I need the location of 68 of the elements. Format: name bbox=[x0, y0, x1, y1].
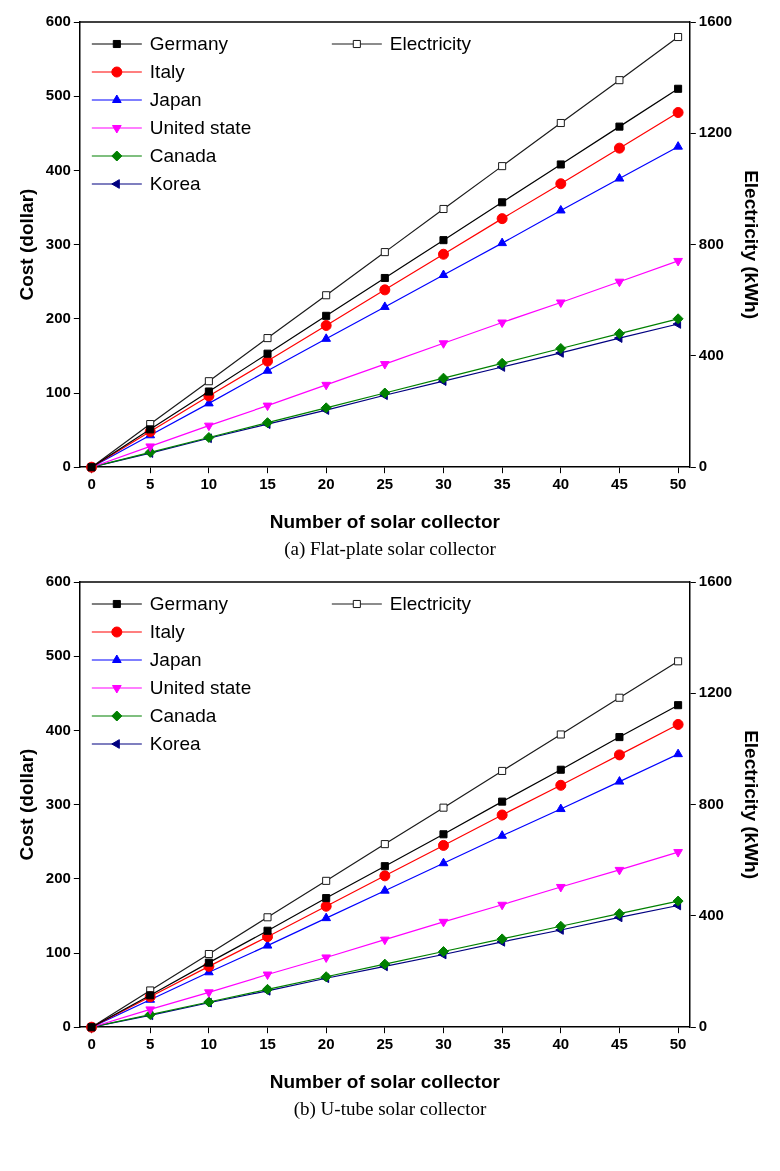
y2-tick-label: 0 bbox=[698, 1017, 708, 1035]
x-tick-label: 45 bbox=[611, 475, 628, 493]
legend-label: Canada bbox=[149, 145, 217, 167]
x-tick-label: 20 bbox=[317, 475, 335, 493]
legend-label: United state bbox=[149, 677, 252, 699]
y-tick-label: 100 bbox=[45, 943, 71, 961]
legend-label: Germany bbox=[149, 593, 229, 615]
legend-label: Electricity bbox=[389, 593, 472, 615]
x-tick-label: 30 bbox=[435, 1035, 452, 1053]
y-tick-label: 500 bbox=[45, 646, 71, 664]
legend-label: Korea bbox=[149, 173, 201, 195]
y-tick-label: 400 bbox=[45, 720, 71, 738]
legend-label: Italy bbox=[149, 621, 186, 643]
y2-tick-label: 400 bbox=[698, 906, 724, 924]
x-tick-label: 35 bbox=[493, 475, 511, 493]
y-tick-label: 200 bbox=[45, 868, 71, 886]
y-tick-label: 300 bbox=[45, 794, 71, 812]
legend-label: Italy bbox=[149, 61, 186, 83]
legend-label: Japan bbox=[149, 89, 202, 111]
y2-axis-title: Electricity (kWh) bbox=[741, 730, 763, 880]
x-tick-label: 35 bbox=[493, 1035, 511, 1053]
y2-tick-label: 1200 bbox=[698, 683, 733, 701]
y2-axis-title: Electricity (kWh) bbox=[741, 170, 763, 320]
y-axis-title: Cost (dollar) bbox=[15, 748, 37, 861]
x-tick-label: 15 bbox=[259, 1035, 276, 1053]
y-tick-label: 0 bbox=[62, 1017, 71, 1035]
x-tick-label: 25 bbox=[376, 1035, 394, 1053]
y-tick-label: 200 bbox=[45, 308, 71, 326]
y2-tick-label: 1600 bbox=[698, 572, 733, 590]
y-axis-title: Cost (dollar) bbox=[15, 188, 37, 301]
legend-label: Korea bbox=[149, 733, 201, 755]
y2-tick-label: 400 bbox=[698, 346, 724, 364]
legend-label: Electricity bbox=[389, 33, 472, 55]
x-tick-label: 5 bbox=[146, 1035, 155, 1053]
y2-tick-label: 800 bbox=[698, 794, 724, 812]
y2-tick-label: 1600 bbox=[698, 12, 733, 30]
y-tick-label: 400 bbox=[45, 160, 71, 178]
x-tick-label: 0 bbox=[87, 475, 96, 493]
y-tick-label: 300 bbox=[45, 234, 71, 252]
y2-tick-label: 1200 bbox=[698, 123, 733, 141]
x-axis-title: Number of solar collector bbox=[269, 510, 501, 532]
y2-tick-label: 800 bbox=[698, 234, 724, 252]
x-tick-label: 50 bbox=[669, 1035, 687, 1053]
legend-label: Canada bbox=[149, 705, 217, 727]
x-axis-title: Number of solar collector bbox=[269, 1070, 501, 1092]
x-tick-label: 50 bbox=[669, 475, 687, 493]
x-tick-label: 15 bbox=[259, 475, 276, 493]
x-tick-label: 30 bbox=[435, 475, 452, 493]
legend-label: Germany bbox=[149, 33, 229, 55]
y-tick-label: 0 bbox=[62, 457, 71, 475]
legend-label: United state bbox=[149, 117, 252, 139]
x-tick-label: 5 bbox=[146, 475, 155, 493]
y-tick-label: 100 bbox=[45, 383, 71, 401]
legend-label: Japan bbox=[149, 649, 202, 671]
x-tick-label: 0 bbox=[87, 1035, 96, 1053]
y2-tick-label: 0 bbox=[698, 457, 708, 475]
y-tick-label: 600 bbox=[45, 572, 71, 590]
text: (b) U-tube solar collector bbox=[292, 1098, 488, 1120]
x-tick-label: 25 bbox=[376, 475, 394, 493]
x-tick-label: 20 bbox=[317, 1035, 335, 1053]
x-tick-label: 40 bbox=[552, 475, 570, 493]
x-tick-label: 45 bbox=[611, 1035, 628, 1053]
x-tick-label: 40 bbox=[552, 1035, 570, 1053]
x-tick-label: 10 bbox=[200, 475, 218, 493]
y-tick-label: 600 bbox=[45, 12, 71, 30]
y-tick-label: 500 bbox=[45, 86, 71, 104]
text: (a) Flat-plate solar collector bbox=[283, 538, 497, 560]
x-tick-label: 10 bbox=[200, 1035, 218, 1053]
